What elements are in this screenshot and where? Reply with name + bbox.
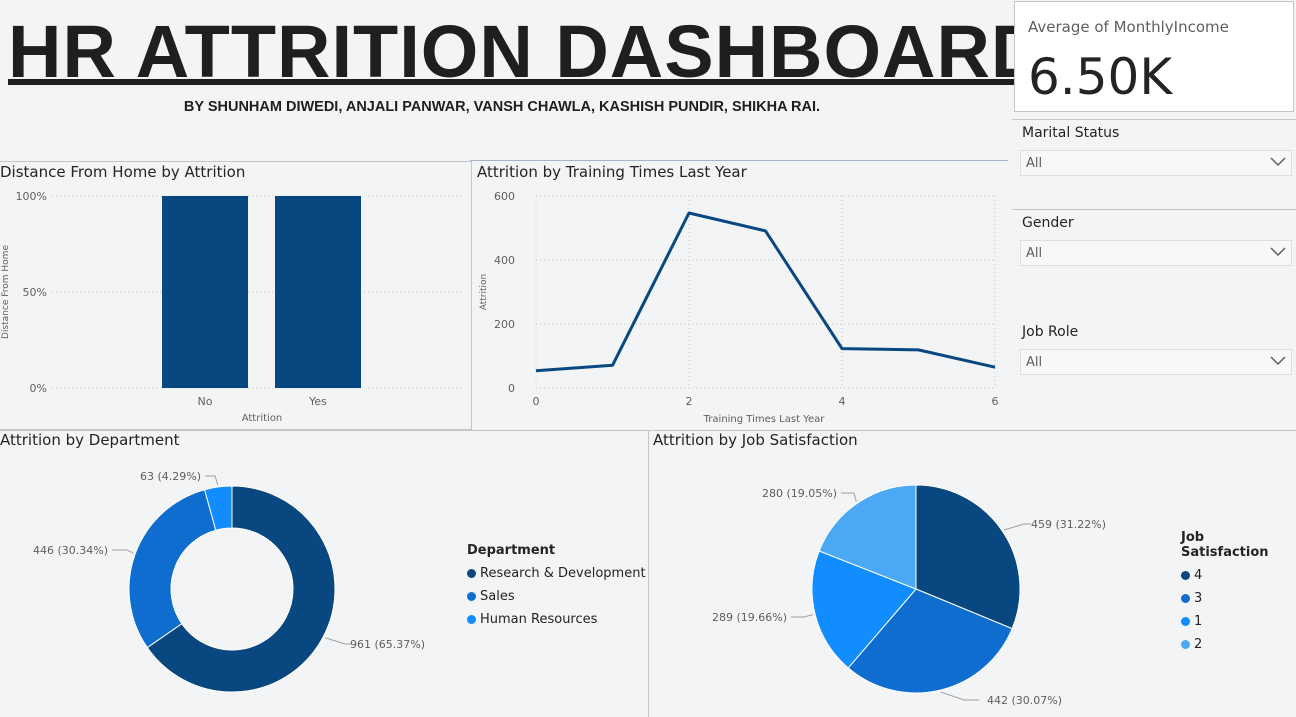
line-ytick-label: 600 xyxy=(494,190,515,203)
slicer-title: Marital Status xyxy=(1022,125,1120,141)
bar-xtick-label: No xyxy=(198,395,213,408)
leader-line xyxy=(112,549,134,554)
legend-item[interactable]: Human Resources xyxy=(467,612,646,627)
chevron-down-icon xyxy=(1270,356,1286,366)
legend-dot xyxy=(1181,571,1190,580)
kpi-value: 6.50K xyxy=(1028,48,1173,106)
legend-label: Sales xyxy=(480,589,515,604)
bar-ytick-label: 50% xyxy=(23,286,47,299)
slicer-value: All xyxy=(1026,246,1043,261)
leader-line xyxy=(324,637,352,645)
chart-title-distance: Distance From Home by Attrition xyxy=(0,163,246,181)
legend-label: Human Resources xyxy=(480,612,598,627)
legend-label: Research & Development xyxy=(480,566,646,581)
legend-item[interactable]: Sales xyxy=(467,589,646,604)
legend-department: Department Research & Development Sales Hu… xyxy=(467,543,646,627)
legend-dot xyxy=(1181,594,1190,603)
kpi-card-monthly-income[interactable]: Average of MonthlyIncome 6.50K xyxy=(1014,1,1294,112)
chart-title-department: Attrition by Department xyxy=(0,431,180,449)
bar-chart-distance: 0% 50% 100% No Yes Attrition Distance From … xyxy=(1,190,462,424)
page-title: HR ATTRITION DASHBOARD xyxy=(8,10,1046,93)
slice-4[interactable] xyxy=(915,484,1021,630)
bar-ytick-label: 100% xyxy=(16,190,47,203)
kpi-label: Average of MonthlyIncome xyxy=(1028,18,1229,36)
gender-dropdown[interactable]: All xyxy=(1020,240,1292,266)
divider xyxy=(470,160,1008,161)
bar-chart-ylabel: Distance From Home xyxy=(1,245,11,339)
bar-xtick-label: Yes xyxy=(308,395,327,408)
slicer-job-role: Job Role All xyxy=(1012,319,1296,409)
legend-item[interactable]: 4 xyxy=(1181,568,1296,583)
legend-item[interactable]: 1 xyxy=(1181,614,1296,629)
slicer-title: Gender xyxy=(1022,215,1074,231)
bar-ytick-label: 0% xyxy=(30,382,47,395)
slice-data-label: 289 (19.66%) xyxy=(712,611,787,624)
legend-label: 1 xyxy=(1194,614,1203,629)
chart-title-job-satisfaction: Attrition by Job Satisfaction xyxy=(653,431,858,449)
leader-line xyxy=(841,492,857,502)
slice-sales[interactable] xyxy=(128,489,217,649)
slice-human-resources[interactable] xyxy=(203,485,233,531)
legend-dot xyxy=(1181,617,1190,626)
bar-yes[interactable] xyxy=(275,196,361,388)
line-xtick-label: 0 xyxy=(533,395,540,408)
line-xtick-label: 6 xyxy=(992,395,999,408)
slicer-value: All xyxy=(1026,355,1043,370)
chevron-down-icon xyxy=(1270,157,1286,167)
slice-data-label: 446 (30.34%) xyxy=(33,544,108,557)
marital-status-dropdown[interactable]: All xyxy=(1020,150,1292,176)
line-series-attrition xyxy=(535,211,996,373)
slice-data-label: 280 (19.05%) xyxy=(762,487,837,500)
donut-chart-department: 961 (65.37%) 446 (30.34%) 63 (4.29%) xyxy=(33,470,425,693)
legend-item[interactable]: Research & Development xyxy=(467,566,646,581)
legend-item[interactable]: 2 xyxy=(1181,637,1296,652)
legend-label: 4 xyxy=(1194,568,1203,583)
slice-3[interactable] xyxy=(847,588,1013,694)
slice-data-label: 459 (31.22%) xyxy=(1031,518,1106,531)
line-chart-ylabel: Attrition xyxy=(479,274,489,311)
legend-job-satisfaction: Job Satisfaction 4 3 1 2 xyxy=(1181,530,1296,652)
legend-dot xyxy=(1181,640,1190,649)
bar-chart-xlabel: Attrition xyxy=(242,413,283,424)
bar-no[interactable] xyxy=(162,196,248,388)
legend-label: 3 xyxy=(1194,591,1203,606)
slicer-title: Job Role xyxy=(1022,324,1079,340)
legend-dot xyxy=(467,569,476,578)
legend-dot xyxy=(467,592,476,601)
legend-item[interactable]: 3 xyxy=(1181,591,1296,606)
slicer-gender: Gender All xyxy=(1012,209,1296,300)
panel-distance-from-home[interactable] xyxy=(0,161,472,430)
divider xyxy=(648,431,649,717)
slicer-marital-status: Marital Status All xyxy=(1012,119,1296,210)
line-chart-xlabel: Training Times Last Year xyxy=(703,414,826,425)
line-xtick-label: 2 xyxy=(686,395,693,408)
line-ytick-label: 0 xyxy=(508,382,515,395)
legend-dot xyxy=(467,615,476,624)
slice-research-development[interactable] xyxy=(146,485,336,693)
slice-2[interactable] xyxy=(818,484,917,590)
chevron-down-icon xyxy=(1270,247,1286,257)
slice-data-label: 63 (4.29%) xyxy=(140,470,201,483)
slice-data-label: 961 (65.37%) xyxy=(350,638,425,651)
chart-title-training: Attrition by Training Times Last Year xyxy=(477,163,747,181)
leader-line xyxy=(1003,523,1031,531)
divider xyxy=(0,430,1296,431)
pie-chart-job-satisfaction: 459 (31.22%) 442 (30.07%) 289 (19.66%) 280 … xyxy=(712,484,1106,707)
leader-line xyxy=(205,475,219,486)
legend-label: 2 xyxy=(1194,637,1203,652)
slice-data-label: 442 (30.07%) xyxy=(987,694,1062,707)
job-role-dropdown[interactable]: All xyxy=(1020,349,1292,375)
line-ytick-label: 200 xyxy=(494,318,515,331)
page-subtitle: BY SHUNHAM DIWEDI, ANJALI PANWAR, VANSH … xyxy=(183,99,821,115)
slice-1[interactable] xyxy=(811,550,917,669)
leader-line xyxy=(791,614,814,618)
legend-title: Job Satisfaction xyxy=(1181,530,1269,560)
legend-title: Department xyxy=(467,543,556,558)
leader-line xyxy=(940,691,979,701)
line-ytick-label: 400 xyxy=(494,254,515,267)
slicer-value: All xyxy=(1026,156,1043,171)
line-xtick-label: 4 xyxy=(839,395,846,408)
